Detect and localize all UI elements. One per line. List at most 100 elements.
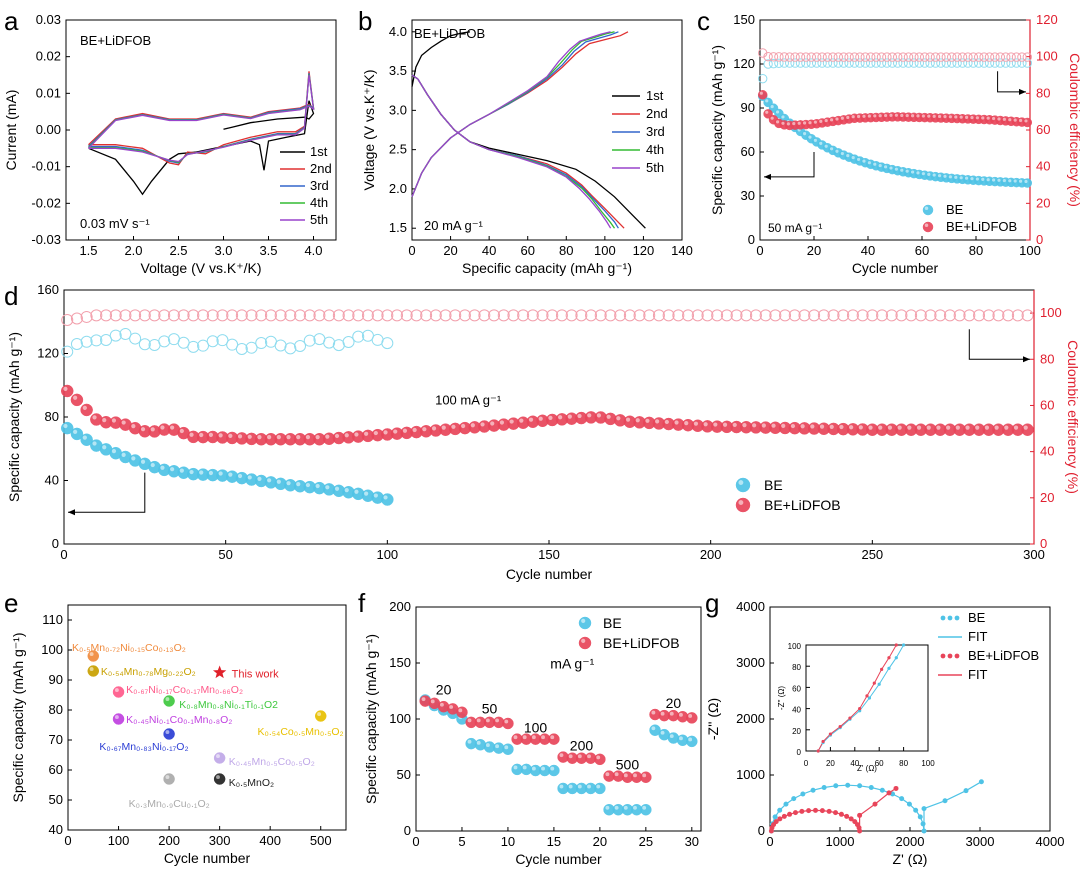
ce-point <box>817 58 827 68</box>
ce-point <box>839 58 849 68</box>
ce-point <box>255 337 268 350</box>
x-tick-label: 20 <box>807 243 821 258</box>
x-axis-label: Cycle number <box>515 851 602 867</box>
ce-point <box>866 58 876 68</box>
arrow-to-right-axis <box>997 71 1026 93</box>
rate-point-highlight <box>513 735 518 740</box>
capacity-point-highlight <box>431 426 437 431</box>
x-tick-label: 60 <box>915 243 929 258</box>
y2-tick-label: 60 <box>1036 122 1050 137</box>
capacity-point-highlight <box>655 419 660 424</box>
x-axis-label: Z' (Ω) <box>857 764 877 773</box>
x-tick-label: 40 <box>850 759 859 768</box>
x-tick-label: 10 <box>501 834 515 849</box>
rate-point-highlight <box>504 719 509 724</box>
ce-point <box>801 58 811 68</box>
rate-point <box>456 706 468 719</box>
inset-be-point <box>887 666 891 670</box>
capacity-point-highlight <box>878 163 882 168</box>
ce-point <box>914 52 924 62</box>
ce-point <box>828 58 838 68</box>
capacity-point-highlight <box>490 421 495 426</box>
ce-point <box>968 58 978 68</box>
y-tick-label: 20 <box>792 727 801 736</box>
ce-point <box>197 309 210 322</box>
capacity-point-highlight <box>732 422 737 428</box>
ce-point <box>769 309 782 322</box>
y-tick-label: 0 <box>404 823 411 838</box>
ce-point <box>478 309 491 322</box>
ce-point <box>817 309 830 322</box>
capacity-point-highlight <box>790 423 796 429</box>
ce-point <box>893 52 903 62</box>
x-tick-label: 0 <box>804 759 809 768</box>
y-axis-label: Voltage (V vs.K⁺/K) <box>361 70 377 191</box>
inset-lid-point <box>838 725 842 729</box>
rate-point-highlight <box>577 754 582 759</box>
ce-point <box>871 58 881 68</box>
rate-point-highlight <box>430 699 435 704</box>
y2-tick-label: 0 <box>1036 232 1043 247</box>
ce-point <box>788 309 801 322</box>
ce-point <box>952 58 962 68</box>
gcd-curve-1st <box>411 74 646 229</box>
capacity-point-highlight <box>932 114 936 118</box>
capacity-point-highlight <box>905 169 909 173</box>
x-tick-label: 2.0 <box>124 243 142 258</box>
capacity-point-highlight <box>1013 425 1019 430</box>
ce-point <box>759 309 772 322</box>
arrow-head <box>764 173 771 180</box>
ce-point <box>245 341 258 354</box>
capacity-point-highlight <box>693 421 699 426</box>
rate-point <box>594 782 606 795</box>
y-tick-label: 0.01 <box>36 85 61 100</box>
rate-point-highlight <box>559 784 564 789</box>
capacity-point-highlight <box>878 114 882 118</box>
capacity-point-highlight <box>558 415 563 420</box>
capacity-point-highlight <box>883 113 888 118</box>
capacity-point-highlight <box>625 417 631 422</box>
rate-note: 0.03 mV s⁻¹ <box>80 216 150 231</box>
capacity-point-highlight <box>937 174 942 178</box>
rate-point-highlight <box>679 736 683 741</box>
ce-point <box>662 309 675 322</box>
ce-point <box>158 335 171 348</box>
rate-point-highlight <box>568 784 573 789</box>
capacity-point-highlight <box>781 115 785 119</box>
capacity-point-highlight <box>635 418 640 423</box>
capacity-point-highlight <box>587 413 592 418</box>
legend-label: BE <box>764 477 783 493</box>
ce-point <box>1017 58 1027 68</box>
ce-point <box>1001 58 1011 68</box>
ce-point <box>963 58 973 68</box>
y2-tick-label: 40 <box>1040 444 1054 459</box>
y-tick-label: 120 <box>37 346 59 361</box>
rate-point <box>502 743 514 755</box>
gcd-curve-5th <box>411 31 611 198</box>
ce-point <box>429 309 442 322</box>
capacity-point-highlight <box>835 149 839 153</box>
capacity-point-highlight <box>1023 425 1028 430</box>
capacity-point-highlight <box>422 427 427 432</box>
ce-point <box>947 58 957 68</box>
capacity-point-highlight <box>765 110 769 114</box>
capacity-point-highlight <box>926 425 931 430</box>
capacity-point-highlight <box>160 465 165 470</box>
ce-point <box>323 336 336 349</box>
ce-point <box>138 338 151 351</box>
capacity-point-highlight <box>975 116 979 120</box>
rate-point-highlight <box>633 773 637 778</box>
capacity-point-highlight <box>862 114 866 118</box>
ce-point <box>953 309 966 322</box>
panel-tag: BE+LiDFOB <box>80 33 151 48</box>
x-tick-label: 4000 <box>1036 834 1065 849</box>
capacity-point-highlight <box>937 114 942 119</box>
capacity-point-highlight <box>856 157 861 161</box>
ce-point <box>828 52 838 62</box>
ce-point <box>129 309 142 322</box>
ce-point <box>785 58 795 68</box>
material-label: K₀.₅MnO₂ <box>229 777 274 789</box>
ce-point <box>839 52 849 62</box>
y-tick-label: 40 <box>45 473 59 488</box>
